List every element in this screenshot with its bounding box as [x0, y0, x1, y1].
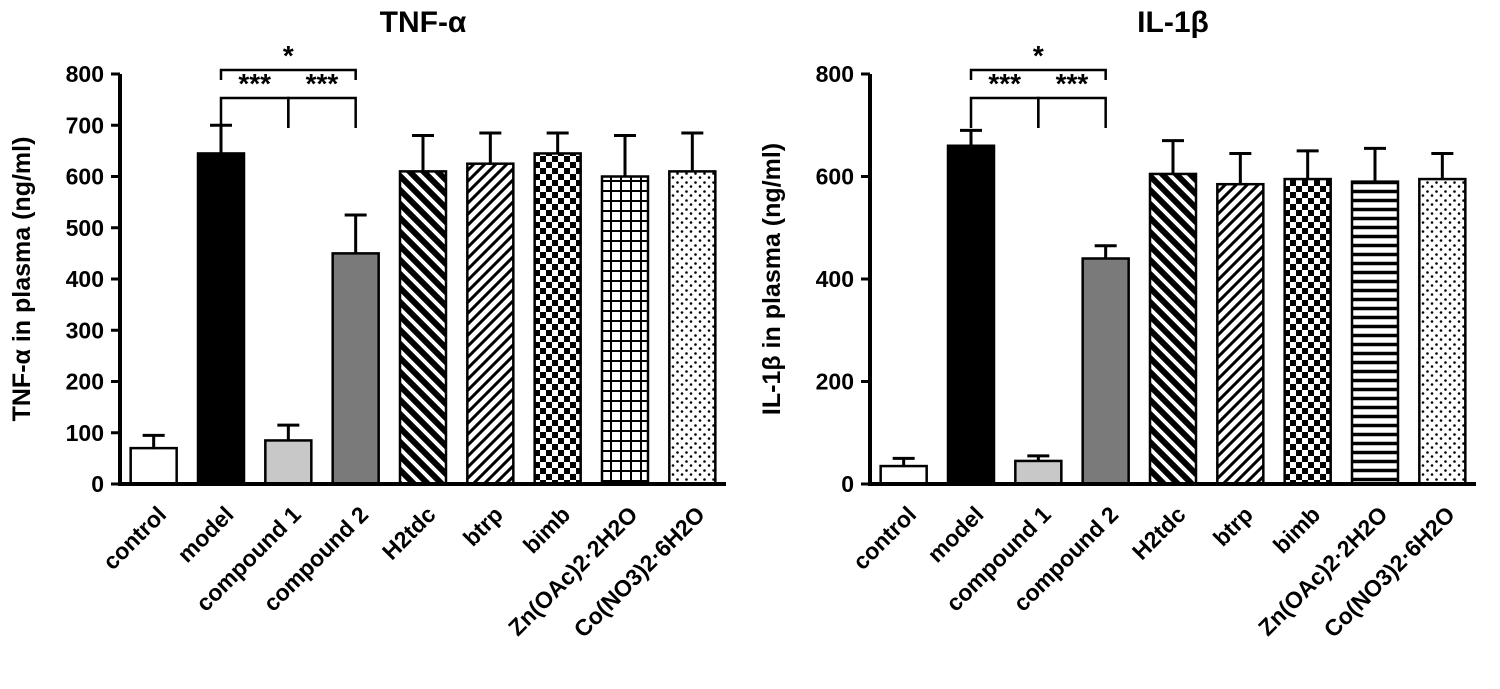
y-axis-label: TNF-α in plasma (ng/ml) [8, 137, 36, 422]
bar-control [879, 464, 928, 486]
y-tick-label: 400 [816, 266, 854, 292]
bar-model [946, 144, 996, 486]
significance-bracket [219, 96, 290, 128]
x-tick-label: H2tdc [377, 501, 441, 565]
chart-title: TNF-α [380, 6, 467, 39]
x-tick-label: bimb [1268, 501, 1325, 558]
bar-H2tdc [1148, 172, 1198, 486]
error-bar-btrp [1229, 151, 1252, 186]
error-bar-H2tdc [1162, 139, 1184, 175]
bar-btrp [466, 162, 515, 486]
bar-compound 1 [1014, 459, 1063, 486]
error-bar-compound 2 [344, 213, 367, 255]
axes: 0 100 200 300 400 500 600 700 800 [66, 61, 726, 497]
error-bar-Co(NO3)2·6H2O [681, 131, 704, 173]
bar-compound 1 [264, 439, 313, 486]
x-tick-label: control [98, 501, 172, 575]
bar-compound 2 [331, 252, 380, 486]
x-tick-label: H2tdc [1127, 501, 1191, 565]
error-bar-Zn(OAc)2·2H2O [614, 134, 636, 178]
y-tick-label: 700 [66, 112, 104, 138]
y-tick-label: 200 [816, 369, 854, 395]
significance-label: *** [988, 68, 1021, 99]
y-tick-label: 400 [66, 266, 104, 292]
bar-H2tdc [398, 170, 448, 486]
y-tick-label: 800 [66, 61, 104, 87]
error-bar-Co(NO3)2·6H2O [1431, 151, 1454, 181]
axes: 0 200 400 600 800 [816, 61, 1476, 497]
error-bar-model [210, 123, 232, 155]
x-tick-label: btrp [1208, 501, 1258, 551]
significance-label: * [1033, 40, 1044, 71]
significance-bracket [969, 96, 1040, 128]
error-bar-control [142, 433, 165, 450]
x-tick-label: model [922, 501, 988, 567]
bar-Zn(OAc)2·2H2O [600, 175, 650, 486]
x-tick-label: bimb [518, 501, 575, 558]
bar-Co(NO3)2·6H2O [1418, 177, 1467, 486]
error-bar-bimb [546, 131, 569, 155]
significance-label: *** [1056, 68, 1089, 99]
error-bar-control [892, 456, 915, 468]
error-bar-bimb [1296, 149, 1319, 181]
y-tick-label: 100 [66, 420, 104, 446]
y-tick-label: 0 [91, 471, 104, 497]
significance-bracket [287, 96, 357, 128]
error-bar-compound 1 [277, 423, 300, 442]
bar-control [129, 446, 178, 486]
y-tick-label: 600 [816, 164, 854, 190]
y-tick-label: 200 [66, 369, 104, 395]
chart-title: IL-1β [1137, 6, 1209, 39]
error-bar-H2tdc [412, 134, 434, 173]
error-bar-model [960, 128, 982, 147]
significance-label: *** [238, 68, 271, 99]
y-tick-label: 600 [66, 164, 104, 190]
y-tick-label: 800 [816, 61, 854, 87]
significance-bracket [1037, 96, 1107, 128]
error-bar-compound 1 [1027, 454, 1050, 462]
x-tick-label: control [848, 501, 922, 575]
bar-btrp [1216, 182, 1265, 486]
bar-Zn(OAc)2·2H2O [1350, 180, 1400, 486]
bar-bimb [1283, 177, 1332, 486]
x-tick-label: btrp [458, 501, 508, 551]
significance-bracket [219, 68, 357, 80]
y-tick-label: 300 [66, 317, 104, 343]
significance-label: * [283, 40, 294, 71]
error-bar-compound 2 [1094, 244, 1117, 260]
error-bar-btrp [479, 131, 502, 165]
chart-tnf-alpha: 0 100 200 300 400 500 600 700 800 control model com… [8, 6, 726, 642]
bar-compound 2 [1081, 257, 1130, 486]
bar-Co(NO3)2·6H2O [668, 170, 717, 486]
y-tick-label: 0 [841, 471, 854, 497]
significance-label: *** [306, 68, 339, 99]
chart-il-1beta: 0 200 400 600 800 control model compound 1 compo… [750, 0, 1500, 689]
bar-model [196, 152, 246, 486]
error-bar-Zn(OAc)2·2H2O [1364, 146, 1386, 183]
significance-bracket [969, 68, 1107, 80]
y-axis-label: IL-1β in plasma (ng/ml) [758, 143, 786, 415]
x-tick-label: model [172, 501, 238, 567]
y-tick-label: 500 [66, 215, 104, 241]
bar-bimb [533, 152, 582, 486]
